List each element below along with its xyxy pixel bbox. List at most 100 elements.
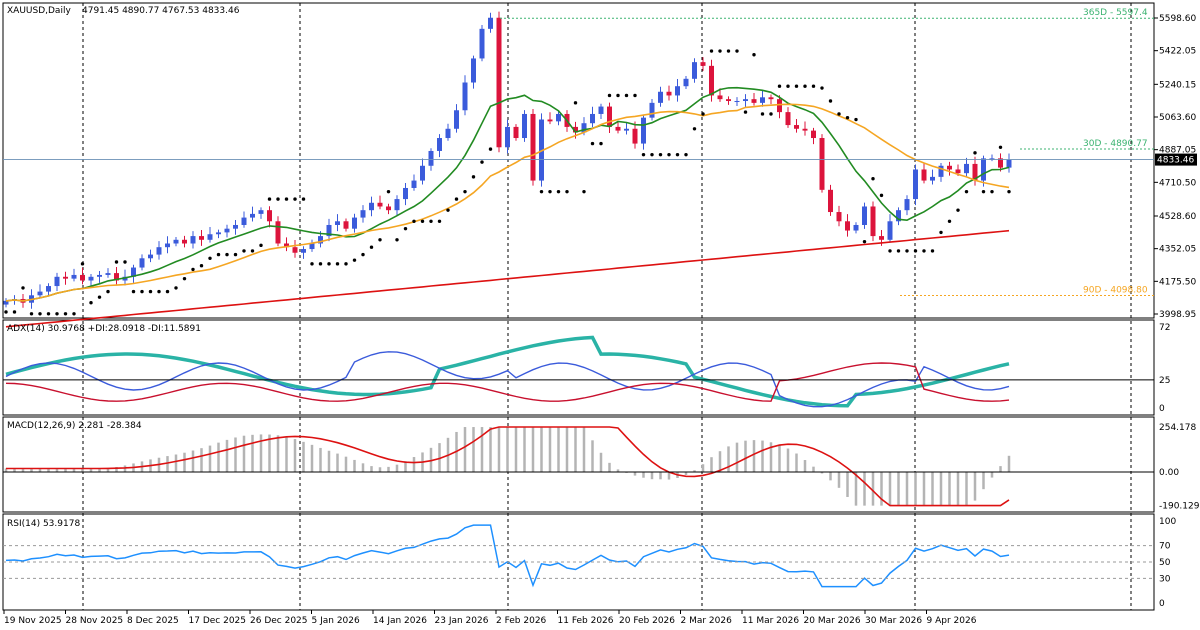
adx-plot xyxy=(3,335,1154,408)
candle-body xyxy=(853,224,859,231)
candle-body xyxy=(760,97,765,103)
candle-body xyxy=(700,62,706,66)
candle-body xyxy=(63,276,68,279)
candle-body xyxy=(768,97,774,100)
sar-dot xyxy=(165,289,170,294)
sar-dot xyxy=(454,197,459,201)
sar-dot xyxy=(930,249,935,253)
last-price-label: 4833.46 xyxy=(1157,156,1194,166)
candle-body xyxy=(845,221,850,231)
sar-dot xyxy=(854,117,858,122)
ma-fast-line xyxy=(5,86,1010,302)
rsi-plot xyxy=(3,524,1154,588)
sar-dot xyxy=(998,145,1003,149)
price-tick-label: 5422.05 xyxy=(1159,47,1196,57)
sar-dot xyxy=(148,289,153,294)
sar-dot xyxy=(46,312,51,316)
sar-dot xyxy=(199,263,204,268)
candle-body xyxy=(530,113,536,181)
candle-body xyxy=(683,78,689,87)
sar-dot xyxy=(174,286,178,290)
sar-dot xyxy=(794,84,799,88)
ma-mid-line xyxy=(5,103,1010,302)
candle-body xyxy=(726,99,731,102)
candle-body xyxy=(3,300,9,305)
candle-body xyxy=(547,119,553,122)
sar-dot xyxy=(565,189,569,194)
date-tick-label: 20 Feb 2026 xyxy=(619,616,675,626)
sar-dot xyxy=(692,127,697,131)
candle-body xyxy=(785,112,791,126)
sar-dot xyxy=(879,193,884,198)
adx-tick-label: 0 xyxy=(1159,404,1165,414)
sar-dot xyxy=(556,189,561,194)
sar-dot xyxy=(769,112,773,116)
candle-body xyxy=(513,126,519,139)
sar-dot xyxy=(106,289,110,294)
sar-dot xyxy=(845,115,850,120)
candle-body xyxy=(37,291,43,296)
candle-body xyxy=(573,126,578,133)
ohlc-readout: 4791.45 4890.77 4767.53 4833.46 xyxy=(82,6,240,16)
candle-body xyxy=(505,126,510,148)
date-tick-label: 14 Jan 2026 xyxy=(373,616,427,626)
sar-dot xyxy=(327,262,331,266)
sar-dot xyxy=(803,84,807,88)
sar-dot xyxy=(344,262,348,266)
sar-dot xyxy=(4,310,8,314)
sar-dot xyxy=(828,99,833,103)
candle-body xyxy=(411,180,417,188)
sar-dot xyxy=(80,262,85,266)
candle-body xyxy=(913,169,918,200)
sar-dot xyxy=(633,93,637,98)
sar-dot xyxy=(743,110,748,114)
date-tick-label: 11 Mar 2026 xyxy=(742,616,799,626)
candle-body xyxy=(71,274,77,279)
candle-body xyxy=(403,187,408,200)
candle-body xyxy=(241,217,247,225)
candle-body xyxy=(318,236,323,244)
candle-body xyxy=(471,58,476,83)
candle-body xyxy=(233,224,238,229)
candle-body xyxy=(717,95,723,100)
sar-dot xyxy=(29,312,34,316)
candle-body xyxy=(879,236,884,240)
candle-body xyxy=(972,163,978,181)
rsi-header: RSI(14) 53.9178 xyxy=(7,519,80,529)
macd-tick-label: 0.00 xyxy=(1159,468,1179,478)
sar-dot xyxy=(956,208,960,212)
candle-body xyxy=(649,102,655,118)
sar-dot xyxy=(548,189,552,194)
sar-dot xyxy=(981,189,986,194)
sar-dot xyxy=(63,312,68,316)
sar-dot xyxy=(89,301,93,305)
sar-dot xyxy=(225,252,229,257)
price-tick-label: 4710.50 xyxy=(1159,178,1196,188)
adx-tick-label: 25 xyxy=(1159,376,1170,386)
sar-dot xyxy=(599,141,603,146)
candle-body xyxy=(182,239,187,244)
candle-body xyxy=(352,217,357,229)
sar-dot xyxy=(420,219,425,223)
candle-body xyxy=(369,202,374,211)
macd-header: MACD(12,26,9) 2.281 -28.384 xyxy=(7,421,142,431)
sar-dot xyxy=(140,289,144,294)
candle-body xyxy=(522,113,527,139)
macd-tick-label: -190.129 xyxy=(1159,502,1200,512)
candle-body xyxy=(692,62,697,79)
sar-dot xyxy=(590,141,595,146)
sar-dot xyxy=(412,219,416,223)
candle-body xyxy=(658,91,663,103)
sar-dot xyxy=(888,249,892,253)
sar-dot xyxy=(446,208,450,212)
candle-body xyxy=(258,210,264,214)
sar-dot xyxy=(395,238,399,242)
candle-body xyxy=(598,106,604,114)
last-price-tag xyxy=(1155,153,1197,166)
candle-body xyxy=(88,276,94,281)
candle-body xyxy=(190,236,196,244)
candle-body xyxy=(921,169,927,181)
sar-dot xyxy=(369,245,374,249)
